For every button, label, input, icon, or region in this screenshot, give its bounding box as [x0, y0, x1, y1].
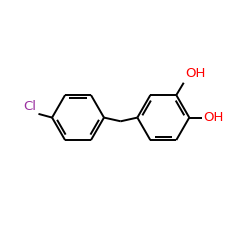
Text: Cl: Cl — [24, 100, 36, 113]
Text: OH: OH — [185, 67, 205, 80]
Text: OH: OH — [203, 111, 223, 124]
